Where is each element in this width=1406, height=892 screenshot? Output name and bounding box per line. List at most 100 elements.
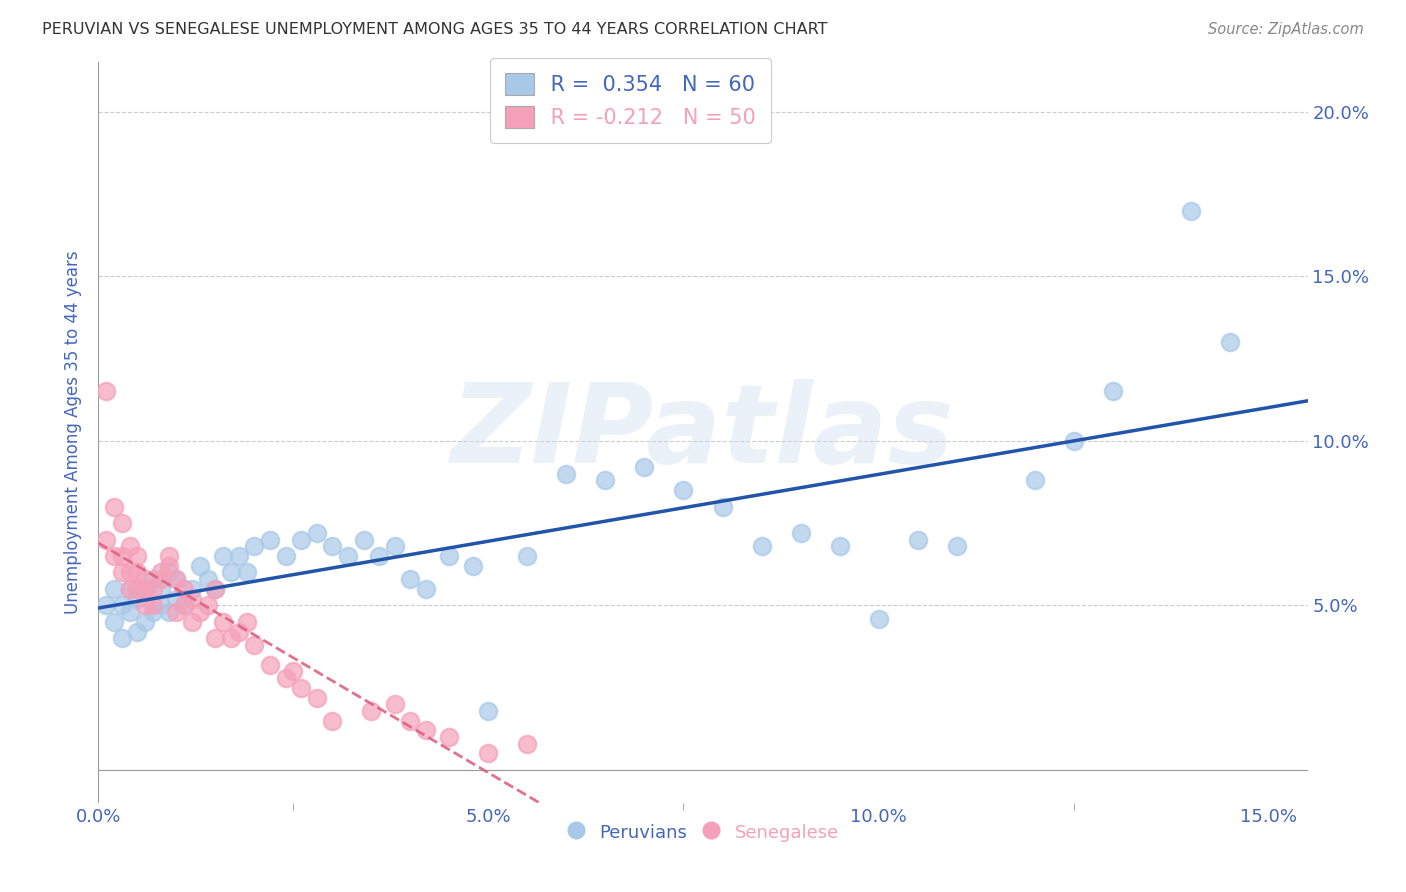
Point bbox=[181, 615, 204, 629]
Point bbox=[134, 599, 156, 613]
Point bbox=[204, 582, 226, 596]
Point bbox=[828, 539, 851, 553]
Point bbox=[274, 549, 297, 563]
Point bbox=[111, 632, 134, 646]
Point bbox=[134, 615, 156, 629]
Point bbox=[1024, 473, 1046, 487]
Point bbox=[188, 605, 211, 619]
Point bbox=[127, 582, 149, 596]
Point bbox=[945, 539, 967, 553]
Point bbox=[197, 572, 219, 586]
Point bbox=[212, 615, 235, 629]
Point bbox=[477, 747, 499, 761]
Point bbox=[1101, 384, 1123, 399]
Point bbox=[149, 582, 172, 596]
Point bbox=[711, 500, 734, 514]
Point bbox=[439, 549, 461, 563]
Point bbox=[1063, 434, 1085, 448]
Point bbox=[111, 516, 134, 530]
Point bbox=[219, 632, 242, 646]
Point bbox=[305, 526, 328, 541]
Point bbox=[235, 566, 257, 580]
Point bbox=[197, 599, 219, 613]
Point bbox=[111, 549, 134, 563]
Point bbox=[173, 599, 195, 613]
Point bbox=[212, 549, 235, 563]
Point bbox=[235, 615, 257, 629]
Point bbox=[149, 572, 172, 586]
Point bbox=[127, 566, 149, 580]
Point bbox=[103, 615, 125, 629]
Point bbox=[368, 549, 391, 563]
Point bbox=[157, 549, 180, 563]
Point bbox=[868, 611, 890, 625]
Point bbox=[181, 582, 204, 596]
Point bbox=[305, 690, 328, 705]
Text: Source: ZipAtlas.com: Source: ZipAtlas.com bbox=[1208, 22, 1364, 37]
Point bbox=[321, 539, 343, 553]
Point bbox=[165, 572, 187, 586]
Point bbox=[134, 582, 156, 596]
Point bbox=[111, 599, 134, 613]
Point bbox=[415, 723, 437, 738]
Point bbox=[290, 681, 312, 695]
Point bbox=[516, 549, 538, 563]
Point bbox=[219, 566, 242, 580]
Point bbox=[142, 605, 165, 619]
Point bbox=[595, 473, 617, 487]
Point bbox=[283, 664, 305, 678]
Point bbox=[142, 582, 165, 596]
Point bbox=[399, 714, 422, 728]
Point bbox=[142, 599, 165, 613]
Point bbox=[461, 558, 484, 573]
Point bbox=[907, 533, 929, 547]
Point bbox=[274, 671, 297, 685]
Point bbox=[243, 638, 266, 652]
Point bbox=[259, 657, 281, 672]
Point bbox=[157, 558, 180, 573]
Point bbox=[751, 539, 773, 553]
Point bbox=[321, 714, 343, 728]
Point bbox=[290, 533, 312, 547]
Point bbox=[1180, 203, 1202, 218]
Point bbox=[165, 605, 187, 619]
Point bbox=[228, 624, 250, 639]
Point bbox=[672, 483, 695, 498]
Point bbox=[415, 582, 437, 596]
Point bbox=[789, 526, 811, 541]
Point bbox=[188, 558, 211, 573]
Text: ZIPatlas: ZIPatlas bbox=[451, 379, 955, 486]
Point bbox=[127, 549, 149, 563]
Point bbox=[360, 704, 382, 718]
Point bbox=[173, 599, 195, 613]
Point bbox=[384, 697, 406, 711]
Point bbox=[127, 624, 149, 639]
Point bbox=[228, 549, 250, 563]
Point bbox=[103, 549, 125, 563]
Point bbox=[243, 539, 266, 553]
Point bbox=[103, 500, 125, 514]
Point bbox=[204, 582, 226, 596]
Point bbox=[96, 599, 118, 613]
Point bbox=[204, 632, 226, 646]
Point bbox=[118, 582, 141, 596]
Point bbox=[96, 384, 118, 399]
Point bbox=[477, 704, 499, 718]
Point bbox=[165, 591, 187, 606]
Point bbox=[555, 467, 578, 481]
Point bbox=[259, 533, 281, 547]
Point bbox=[103, 582, 125, 596]
Point bbox=[157, 566, 180, 580]
Point bbox=[516, 737, 538, 751]
Point bbox=[399, 572, 422, 586]
Point bbox=[96, 533, 118, 547]
Point bbox=[157, 605, 180, 619]
Point bbox=[134, 572, 156, 586]
Text: PERUVIAN VS SENEGALESE UNEMPLOYMENT AMONG AGES 35 TO 44 YEARS CORRELATION CHART: PERUVIAN VS SENEGALESE UNEMPLOYMENT AMON… bbox=[42, 22, 828, 37]
Y-axis label: Unemployment Among Ages 35 to 44 years: Unemployment Among Ages 35 to 44 years bbox=[65, 251, 83, 615]
Point bbox=[118, 566, 141, 580]
Legend: Peruvians, Senegalese: Peruvians, Senegalese bbox=[560, 815, 846, 849]
Point bbox=[142, 572, 165, 586]
Point bbox=[111, 566, 134, 580]
Point bbox=[118, 582, 141, 596]
